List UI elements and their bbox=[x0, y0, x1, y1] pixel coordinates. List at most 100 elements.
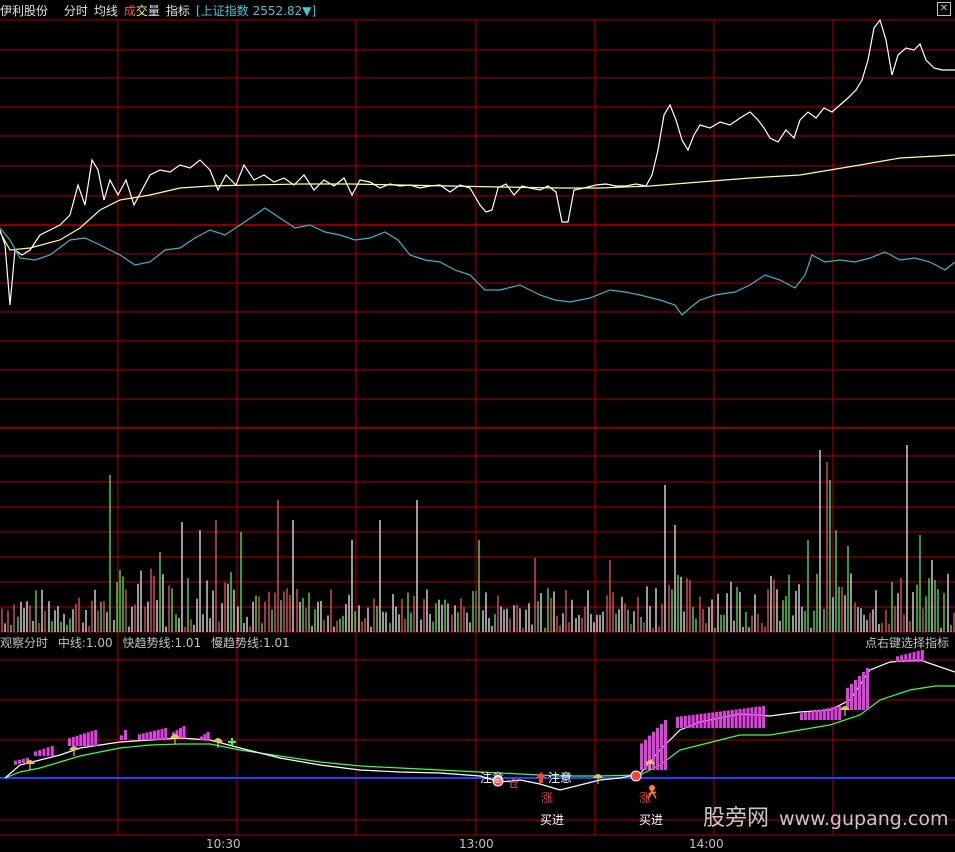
indicator-bar bbox=[912, 652, 916, 662]
indicator-bar bbox=[758, 706, 762, 728]
indicator-bar bbox=[71, 736, 75, 746]
indicator-bar bbox=[676, 716, 679, 728]
signal-circle-icon bbox=[630, 770, 642, 782]
umbrella-icon bbox=[593, 774, 603, 778]
signal-zhang-1: 涨 bbox=[541, 791, 554, 805]
indicator-name[interactable]: 观察分时 bbox=[0, 636, 49, 650]
indicator-bar bbox=[722, 710, 726, 728]
indicator-bar bbox=[175, 730, 179, 738]
indicator-bar bbox=[200, 736, 203, 741]
up-arrow-icon bbox=[536, 772, 546, 783]
indicator-bar bbox=[182, 726, 186, 738]
indicator-bar bbox=[703, 713, 707, 728]
indicator-bar bbox=[203, 734, 207, 740]
indicator-bar bbox=[683, 715, 687, 728]
indicator-bar bbox=[815, 710, 819, 720]
indicator-bar bbox=[858, 675, 861, 710]
indicator-bar bbox=[699, 713, 703, 728]
indicator-bar bbox=[916, 651, 920, 662]
indicator-bar bbox=[141, 733, 145, 740]
runner-icon bbox=[649, 785, 655, 791]
indicator-bar bbox=[145, 732, 149, 740]
indicator-bar bbox=[120, 735, 123, 740]
indicator-bar bbox=[75, 735, 79, 746]
index-label[interactable]: [上证指数 bbox=[195, 4, 249, 18]
indicator-bar bbox=[124, 730, 127, 740]
watermark-url: www.gupang.com bbox=[779, 808, 949, 830]
indicator-bar bbox=[691, 714, 695, 728]
indicator-bar bbox=[750, 707, 754, 728]
indicator-bar bbox=[904, 654, 908, 662]
indicator-bar bbox=[90, 731, 94, 746]
indicator-bar bbox=[896, 656, 899, 662]
indicator-bar bbox=[762, 706, 766, 728]
indicator-bar bbox=[920, 650, 924, 662]
indicator-bar bbox=[803, 712, 807, 720]
fast-trend-line bbox=[4, 685, 955, 779]
tab-volume[interactable]: 成交量 bbox=[123, 4, 160, 18]
indicator-bar bbox=[18, 759, 21, 764]
indicator-bar bbox=[164, 728, 168, 740]
indicator-bar bbox=[908, 653, 912, 662]
indicator-bar bbox=[156, 729, 160, 740]
indicator-bar bbox=[819, 709, 823, 720]
indicator-bar bbox=[854, 679, 857, 710]
umbrella-icon bbox=[213, 738, 223, 742]
x-tick-1400: 14:00 bbox=[689, 837, 724, 851]
indicator-bar bbox=[83, 733, 86, 746]
indicator-bar bbox=[900, 655, 904, 662]
indicator-bar bbox=[754, 706, 758, 728]
indicator-bar bbox=[652, 731, 655, 770]
indicator-bar bbox=[862, 671, 865, 710]
indicator-bar bbox=[149, 731, 153, 740]
indicator-bar bbox=[838, 706, 842, 720]
indicator-bar bbox=[206, 732, 210, 740]
indicator-bar bbox=[94, 730, 98, 746]
indicator-bar bbox=[687, 715, 691, 728]
indicator-header: 观察分时 中线:1.00 快趋势线:1.01 慢趋势线:1.01 bbox=[0, 634, 296, 651]
indicator-bar bbox=[850, 683, 853, 710]
indicator-bar bbox=[726, 710, 730, 728]
umbrella-icon bbox=[645, 760, 655, 764]
tab-average[interactable]: 均线 bbox=[93, 4, 118, 18]
indicator-bar bbox=[742, 708, 746, 728]
indicator-bar bbox=[800, 713, 803, 720]
indicator-bar bbox=[707, 712, 711, 728]
indicator-bar bbox=[14, 760, 17, 765]
close-icon[interactable]: ✕ bbox=[937, 2, 951, 16]
indicator-bar bbox=[715, 711, 719, 728]
umbrella-icon bbox=[25, 760, 35, 764]
indicator-bar bbox=[50, 746, 54, 756]
indicator-bar bbox=[656, 727, 659, 770]
tab-intraday[interactable]: 分时 bbox=[63, 4, 88, 18]
watermark: 股旁网 www.gupang.com bbox=[703, 800, 948, 832]
indicator-bar bbox=[179, 728, 182, 738]
indicator-bar bbox=[866, 668, 869, 710]
chart-header: 伊利股份 分时 均线 成交量 指标 [上证指数 2552.82▼] bbox=[0, 2, 322, 20]
indicator-bar bbox=[34, 751, 37, 756]
signal-buy-1: 买进 bbox=[540, 813, 565, 827]
indicator-bar bbox=[811, 711, 815, 720]
indicator-bar bbox=[160, 728, 164, 740]
tab-indicator[interactable]: 指标 bbox=[165, 4, 190, 18]
runner-icon-body bbox=[647, 790, 657, 800]
indicator-bar bbox=[38, 750, 42, 756]
indicator-bar bbox=[22, 758, 25, 763]
indicator-bar bbox=[719, 711, 723, 728]
indicator-bar bbox=[46, 747, 50, 756]
indicator-bar bbox=[138, 734, 141, 740]
indicator-bar bbox=[644, 739, 647, 770]
indicator-bar bbox=[846, 687, 849, 710]
indicator-bar bbox=[834, 706, 838, 720]
indicator-bar bbox=[807, 711, 811, 720]
umbrella-icon bbox=[840, 706, 850, 710]
slow-trend-line bbox=[4, 659, 955, 791]
indicator-bar bbox=[695, 714, 699, 728]
signal-buy-2: 买进 bbox=[639, 813, 664, 827]
indicator-bar bbox=[640, 743, 643, 770]
mid-line-value: 中线:1.00 bbox=[57, 636, 113, 650]
indicator-bar bbox=[86, 732, 90, 746]
indicator-bar bbox=[734, 709, 738, 728]
indicator-bar bbox=[679, 716, 683, 728]
